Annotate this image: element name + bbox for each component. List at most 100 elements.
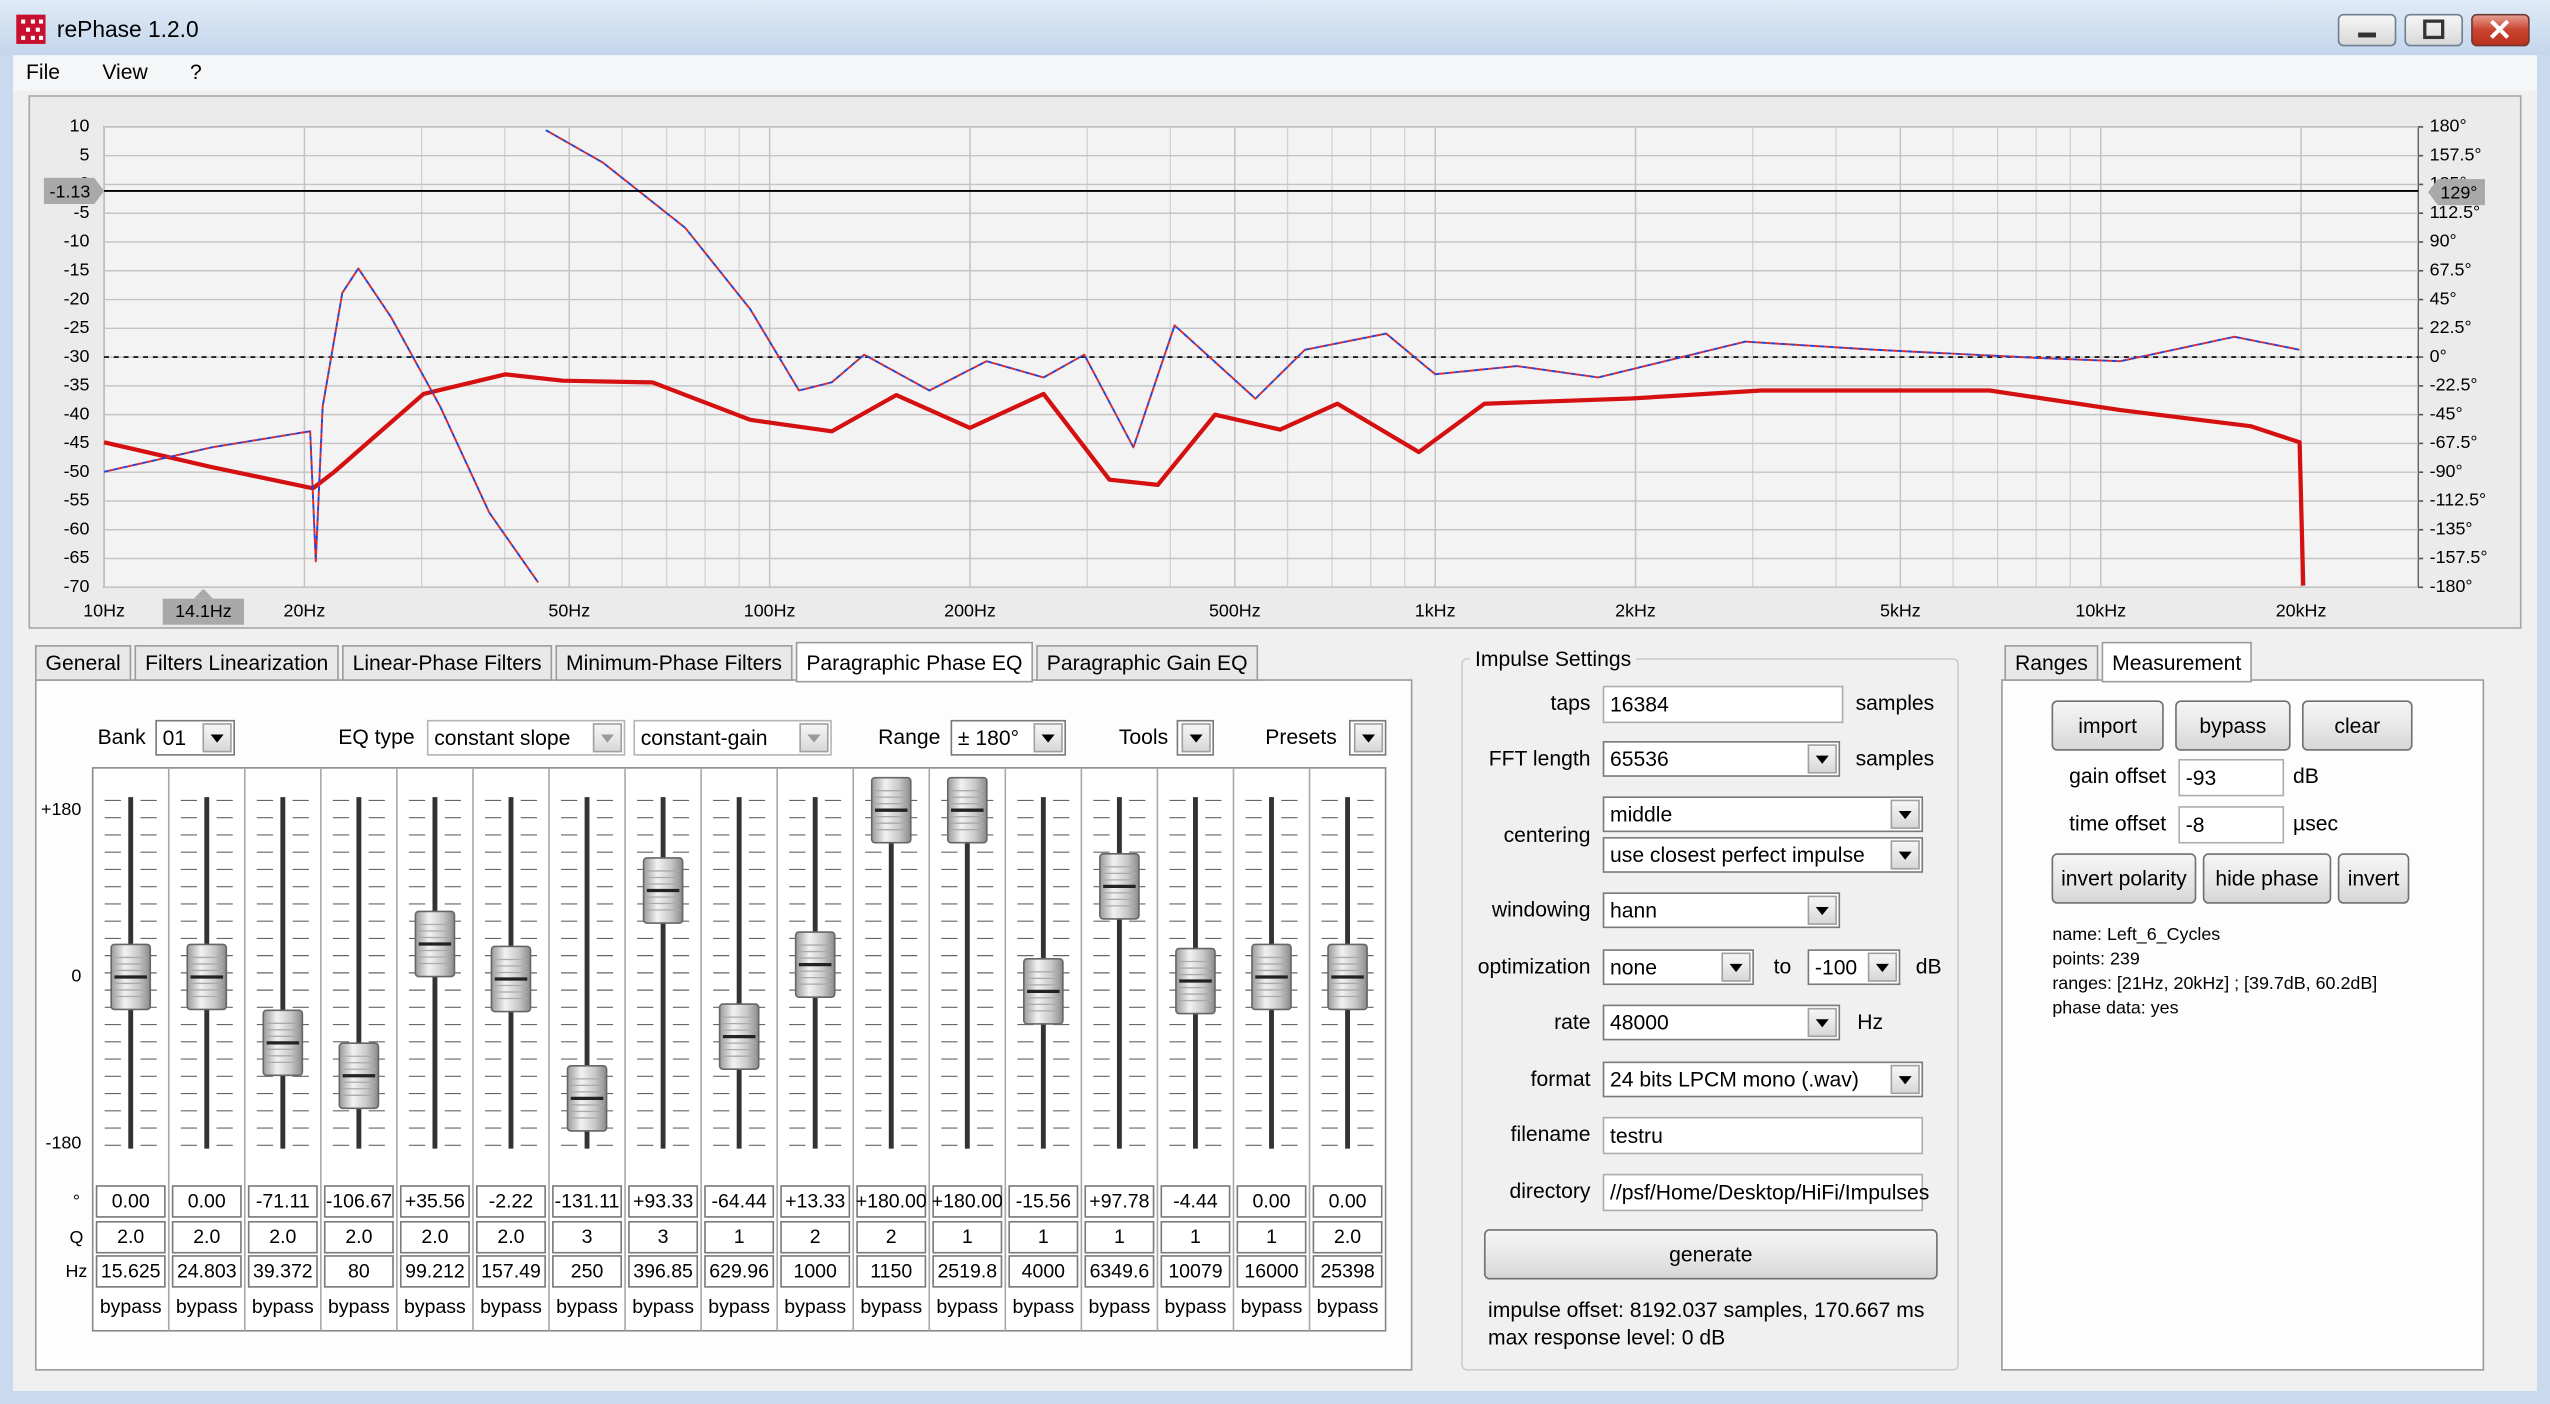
phase-field[interactable] xyxy=(704,1185,775,1218)
freq-field[interactable] xyxy=(1160,1255,1231,1288)
tab-label[interactable]: Measurement xyxy=(2112,652,2241,675)
freq-field[interactable] xyxy=(399,1255,470,1288)
tab[interactable] xyxy=(342,645,553,681)
bypass-toggle[interactable]: bypass xyxy=(480,1296,542,1318)
tab[interactable] xyxy=(134,645,339,681)
freq-field[interactable] xyxy=(1236,1255,1307,1288)
freq-field[interactable] xyxy=(932,1255,1003,1288)
q-field[interactable] xyxy=(247,1220,318,1254)
freq-field[interactable] xyxy=(323,1255,394,1288)
minimize-button[interactable] xyxy=(2337,13,2397,47)
bypass-toggle[interactable]: bypass xyxy=(328,1296,390,1318)
freq-field[interactable] xyxy=(780,1255,851,1288)
phase-field[interactable] xyxy=(1236,1185,1307,1218)
phase-field[interactable] xyxy=(399,1185,470,1218)
tab-label[interactable]: Minimum-Phase Filters xyxy=(566,652,782,675)
phase-field[interactable] xyxy=(1084,1185,1155,1218)
q-field[interactable] xyxy=(856,1220,927,1254)
phase-field[interactable] xyxy=(171,1185,242,1218)
q-field[interactable] xyxy=(171,1220,242,1254)
q-field[interactable] xyxy=(552,1220,623,1254)
q-field[interactable] xyxy=(1312,1220,1383,1254)
eq-type-combo-button[interactable] xyxy=(592,723,623,753)
centering-mode-combo[interactable] xyxy=(1602,837,1924,873)
menu-item[interactable]: ? xyxy=(190,61,202,84)
q-field[interactable] xyxy=(399,1220,470,1254)
q-field[interactable] xyxy=(1084,1220,1155,1254)
phase-field[interactable] xyxy=(1008,1185,1079,1218)
menu-item[interactable]: File xyxy=(26,61,60,84)
tab-label[interactable]: Paragraphic Phase EQ xyxy=(806,652,1022,675)
bypass-toggle[interactable]: bypass xyxy=(1089,1296,1151,1318)
generate-button[interactable] xyxy=(1483,1229,1938,1280)
measurement-button[interactable] xyxy=(2051,700,2164,751)
bypass-toggle[interactable]: bypass xyxy=(252,1296,314,1318)
bypass-toggle[interactable]: bypass xyxy=(1012,1296,1074,1318)
tab-label[interactable]: Ranges xyxy=(2015,652,2088,675)
optimization-combo-button[interactable] xyxy=(1721,952,1751,982)
measurement-button[interactable] xyxy=(2202,853,2332,904)
tab-label[interactable]: Linear-Phase Filters xyxy=(353,652,542,675)
phase-field[interactable] xyxy=(247,1185,318,1218)
tab[interactable] xyxy=(1036,645,1259,681)
q-field[interactable] xyxy=(628,1220,699,1254)
tab[interactable] xyxy=(34,645,132,681)
format-combo[interactable] xyxy=(1602,1061,1924,1098)
phase-field[interactable] xyxy=(628,1185,699,1218)
q-field[interactable] xyxy=(932,1220,1003,1254)
phase-field[interactable] xyxy=(95,1185,166,1218)
phase-field[interactable] xyxy=(1160,1185,1231,1218)
format-combo-button[interactable] xyxy=(1890,1064,1920,1095)
freq-field[interactable] xyxy=(171,1255,242,1288)
freq-field[interactable] xyxy=(1084,1255,1155,1288)
menu-item[interactable]: View xyxy=(102,61,148,84)
filename-input[interactable] xyxy=(1602,1116,1924,1155)
phase-field[interactable] xyxy=(932,1185,1003,1218)
bypass-toggle[interactable]: bypass xyxy=(860,1296,922,1318)
bypass-toggle[interactable]: bypass xyxy=(784,1296,846,1318)
gain-offset-input[interactable] xyxy=(2178,758,2285,797)
bypass-toggle[interactable]: bypass xyxy=(708,1296,770,1318)
bypass-toggle[interactable]: bypass xyxy=(1165,1296,1227,1318)
tab-label[interactable]: Filters Linearization xyxy=(145,652,328,675)
phase-field[interactable] xyxy=(476,1185,546,1218)
phase-field[interactable] xyxy=(552,1185,623,1218)
q-field[interactable] xyxy=(1008,1220,1079,1254)
bypass-toggle[interactable]: bypass xyxy=(176,1296,238,1318)
fft-combo-button[interactable] xyxy=(1807,744,1837,774)
directory-input[interactable] xyxy=(1602,1173,1924,1212)
bypass-toggle[interactable]: bypass xyxy=(404,1296,466,1318)
tab[interactable] xyxy=(795,641,1033,683)
bypass-toggle[interactable]: bypass xyxy=(100,1296,162,1318)
freq-field[interactable] xyxy=(1008,1255,1079,1288)
tab[interactable] xyxy=(2101,641,2252,683)
tab[interactable] xyxy=(2004,645,2099,681)
tab[interactable] xyxy=(555,645,793,681)
q-field[interactable] xyxy=(1160,1220,1231,1254)
rate-combo[interactable] xyxy=(1602,1004,1841,1041)
q-field[interactable] xyxy=(704,1220,775,1254)
fft-combo[interactable] xyxy=(1602,741,1841,777)
freq-field[interactable] xyxy=(704,1255,775,1288)
measurement-button[interactable] xyxy=(2175,700,2291,751)
measurement-button[interactable] xyxy=(2051,853,2197,904)
q-field[interactable] xyxy=(476,1220,546,1254)
q-field[interactable] xyxy=(1236,1220,1307,1254)
freq-field[interactable] xyxy=(1312,1255,1383,1288)
centering-combo[interactable] xyxy=(1602,796,1924,833)
phase-field[interactable] xyxy=(780,1185,851,1218)
phase-field[interactable] xyxy=(856,1185,927,1218)
bypass-toggle[interactable]: bypass xyxy=(632,1296,694,1318)
freq-field[interactable] xyxy=(95,1255,166,1288)
gain-mode-combo[interactable] xyxy=(633,719,832,756)
phase-field[interactable] xyxy=(1312,1185,1383,1218)
freq-field[interactable] xyxy=(476,1255,546,1288)
time-offset-input[interactable] xyxy=(2178,806,2285,844)
maximize-button[interactable] xyxy=(2404,13,2463,47)
freq-field[interactable] xyxy=(628,1255,699,1288)
bypass-toggle[interactable]: bypass xyxy=(1241,1296,1303,1318)
q-field[interactable] xyxy=(323,1220,394,1254)
phase-field[interactable] xyxy=(323,1185,394,1218)
taps-input[interactable] xyxy=(1602,685,1844,724)
bypass-toggle[interactable]: bypass xyxy=(936,1296,998,1318)
